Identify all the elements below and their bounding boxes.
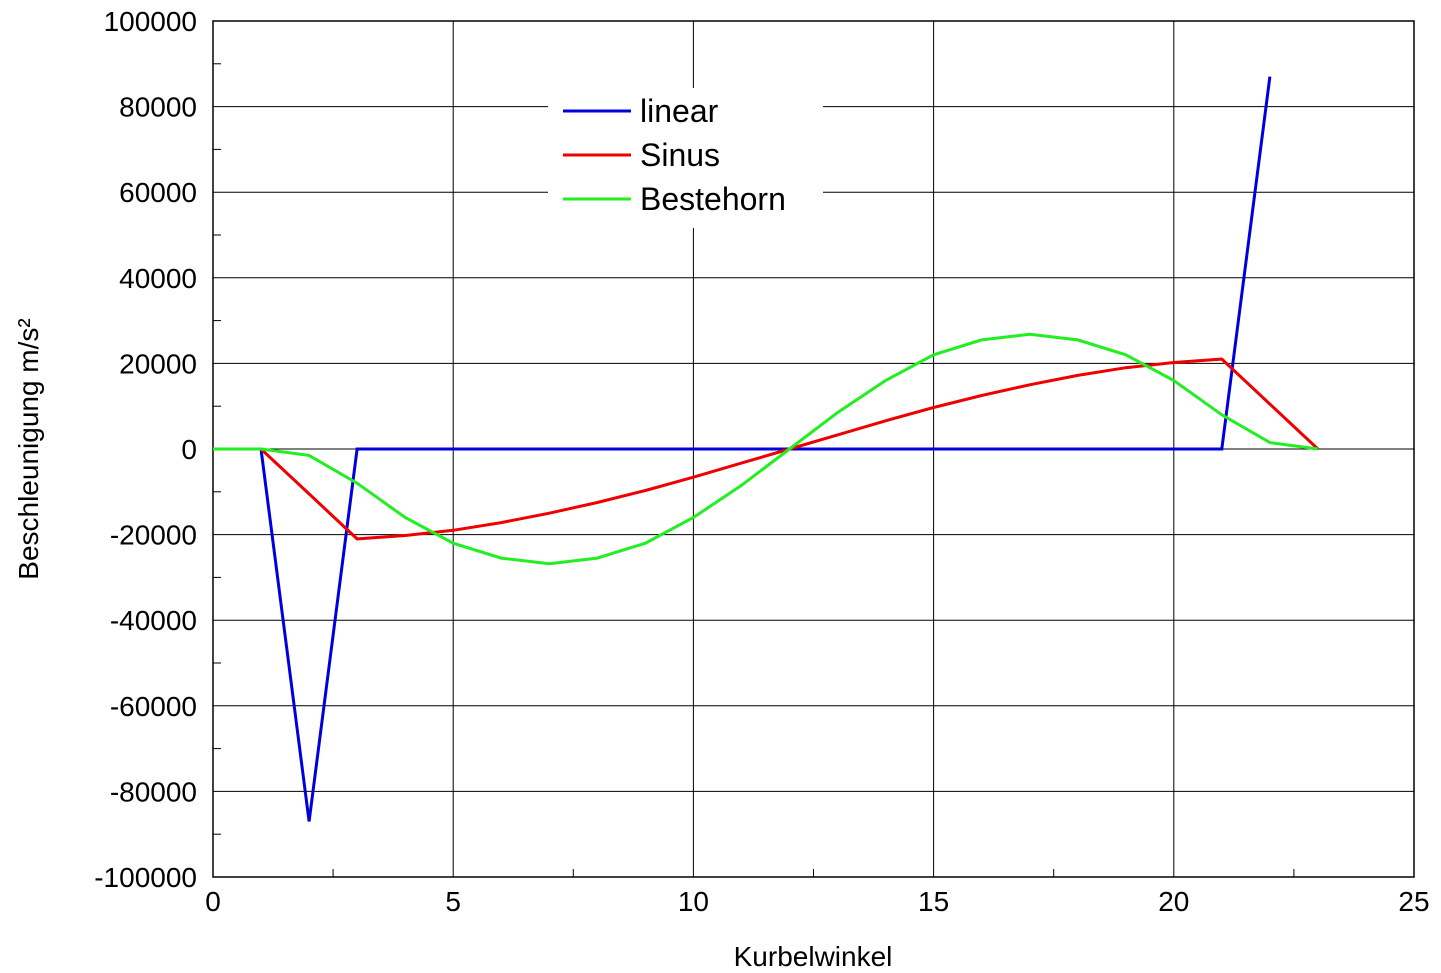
y-tick-label: 80000 bbox=[119, 92, 197, 123]
series bbox=[213, 76, 1319, 822]
x-tick-label: 10 bbox=[678, 886, 709, 917]
x-tick-label: 5 bbox=[445, 886, 461, 917]
series-line-bestehorn bbox=[213, 332, 1319, 566]
series-line-sinus bbox=[213, 357, 1319, 541]
y-tick-label: 20000 bbox=[119, 348, 197, 379]
axes: 0 5 10 15 20 25 100000 80000 60000 40000 20000 0 -20… bbox=[94, 6, 1429, 917]
y-tick-label: 100000 bbox=[104, 6, 197, 37]
y-tick-label: 0 bbox=[181, 434, 197, 465]
y-axis-label: Beschleunigung m/s² bbox=[13, 318, 44, 579]
y-tick-label: -40000 bbox=[110, 605, 197, 636]
y-tick-label: 60000 bbox=[119, 177, 197, 208]
y-tick-label: -60000 bbox=[110, 691, 197, 722]
legend-label-sinus: Sinus bbox=[640, 137, 720, 173]
y-tick-label: 40000 bbox=[119, 263, 197, 294]
y-tick-label: -80000 bbox=[110, 776, 197, 807]
x-axis-label: Kurbelwinkel bbox=[734, 941, 893, 972]
legend-label-bestehorn: Bestehorn bbox=[640, 181, 786, 217]
x-tick-label: 25 bbox=[1398, 886, 1429, 917]
legend-label-linear: linear bbox=[640, 93, 719, 129]
y-tick-label: -20000 bbox=[110, 520, 197, 551]
y-tick-label: -100000 bbox=[94, 862, 197, 893]
x-tick-label: 15 bbox=[918, 886, 949, 917]
legend: linear Sinus Bestehorn bbox=[548, 88, 823, 228]
series-line-linear bbox=[213, 76, 1272, 822]
x-tick-label: 0 bbox=[205, 886, 221, 917]
x-tick-label: 20 bbox=[1158, 886, 1189, 917]
